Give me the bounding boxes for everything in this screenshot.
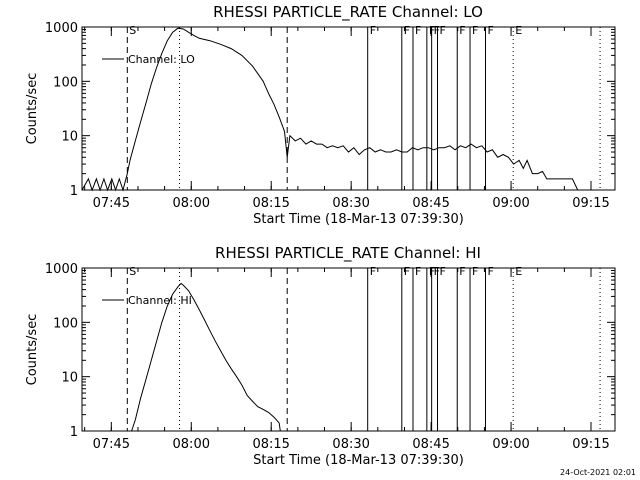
- marker-label: E: [515, 24, 522, 37]
- marker-label: S: [129, 265, 136, 278]
- x-tick-label: 08:15: [252, 196, 289, 211]
- x-tick-label: 09:15: [572, 196, 609, 211]
- timestamp: 24-Oct-2021 02:01: [560, 468, 636, 477]
- x-tick-label: 08:30: [332, 196, 369, 211]
- marker-label: F: [440, 265, 446, 278]
- series-line: [81, 27, 591, 192]
- y-tick-label: 100: [53, 316, 78, 331]
- x-tick-label: 09:00: [492, 196, 529, 211]
- marker-label: F: [370, 24, 376, 37]
- panel-hi: RHESSI PARTICLE_RATE Channel: HI 1 10 100 1…: [25, 244, 616, 468]
- marker-label: F: [459, 265, 465, 278]
- marker-label: F: [472, 265, 478, 278]
- x-tick-label: 08:45: [412, 196, 449, 211]
- y-tick-label: 1000: [45, 262, 78, 277]
- marker-label: F: [404, 265, 410, 278]
- marker-label: F: [415, 24, 421, 37]
- marker-label: S: [129, 24, 136, 37]
- x-axis-label: Start Time (18-Mar-13 07:39:30): [253, 212, 464, 227]
- x-tick-label: 08:30: [332, 437, 369, 452]
- y-tick-label: 1: [70, 184, 78, 199]
- marker-label: F: [415, 265, 421, 278]
- chart-title: RHESSI PARTICLE_RATE Channel: LO: [213, 3, 483, 22]
- x-tick-label: 08:00: [173, 437, 210, 452]
- marker-label: F: [440, 24, 446, 37]
- y-tick-label: 1: [70, 425, 78, 440]
- x-tick-label: 09:15: [572, 437, 609, 452]
- y-axis-label: Counts/sec: [25, 314, 40, 386]
- x-tick-label: 08:45: [412, 437, 449, 452]
- legend-label: Channel: HI: [128, 294, 192, 307]
- y-tick-label: 10: [61, 130, 78, 145]
- x-tick-label: 07:45: [93, 196, 130, 211]
- y-axis-label: Counts/sec: [25, 73, 40, 145]
- panel-lo: RHESSI PARTICLE_RATE Channel: LO 1 10 100 1…: [25, 3, 616, 227]
- plot-frame: [81, 26, 616, 191]
- y-tick-label: 100: [53, 75, 78, 90]
- marker-label: F: [459, 24, 465, 37]
- marker-label: F: [434, 265, 440, 278]
- x-tick-label: 09:00: [492, 437, 529, 452]
- plot-frame: [81, 267, 616, 432]
- series-line: [131, 282, 281, 432]
- x-tick-label: 08:00: [173, 196, 210, 211]
- x-tick-label: 08:15: [252, 437, 289, 452]
- marker-label: F: [472, 24, 478, 37]
- marker-label: F: [370, 265, 376, 278]
- marker-label: F: [487, 265, 493, 278]
- x-tick-label: 07:45: [93, 437, 130, 452]
- y-tick-label: 1000: [45, 21, 78, 36]
- marker-label: F: [404, 24, 410, 37]
- legend-label: Channel: LO: [128, 53, 195, 66]
- chart-title: RHESSI PARTICLE_RATE Channel: HI: [215, 244, 481, 263]
- marker-label: E: [515, 265, 522, 278]
- marker-label: F: [434, 24, 440, 37]
- y-tick-label: 10: [61, 371, 78, 386]
- x-axis-label: Start Time (18-Mar-13 07:39:30): [253, 453, 464, 468]
- marker-label: F: [487, 24, 493, 37]
